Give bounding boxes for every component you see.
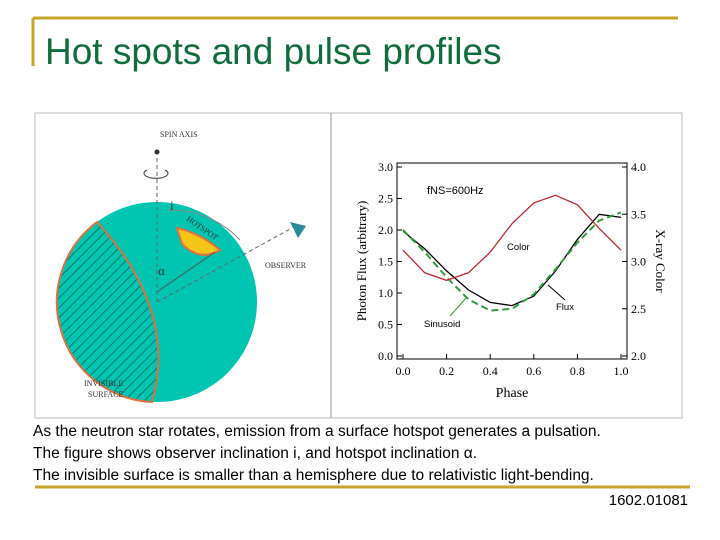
observer-line: [156, 227, 293, 303]
y2-axis-label: X-ray Color: [653, 229, 668, 293]
x-tick-label: 0.4: [483, 364, 498, 378]
invisible-region: [55, 220, 160, 404]
y2-tick-label: 3.5: [631, 207, 646, 221]
x-tick-label: 0.8: [570, 364, 585, 378]
reference: 1602.01081: [609, 492, 688, 509]
observer-eye: [290, 222, 306, 238]
y2-tick-label: 4.0: [631, 160, 646, 174]
alpha-label: α: [158, 263, 165, 278]
x-tick-label: 0.2: [439, 364, 454, 378]
y2-tick-label: 3.0: [631, 255, 646, 269]
spin-axis-label: SPIN AXIS: [160, 130, 198, 139]
y2-tick-label: 2.0: [631, 349, 646, 363]
y-tick-label: 2.5: [378, 192, 393, 206]
x-axis-label: Phase: [496, 386, 529, 401]
annotation-arrow: [547, 284, 566, 301]
annotation: Flux: [556, 302, 574, 313]
y-tick-label: 1.5: [378, 255, 393, 269]
inclination-label: i: [170, 198, 174, 213]
y2-tick-label: 2.5: [631, 302, 646, 316]
y-tick-label: 0.0: [378, 349, 393, 363]
series-line: [402, 211, 622, 312]
axis-dot: [154, 149, 160, 155]
series-line: [402, 213, 622, 307]
rotation-arrow: [143, 169, 169, 179]
series-line: [402, 194, 622, 282]
caption-line: As the neutron star rotates, emission fr…: [33, 423, 601, 440]
y-tick-label: 3.0: [378, 160, 393, 174]
x-tick-label: 1.0: [614, 364, 629, 378]
hotspot: [175, 226, 222, 256]
annotation: Color: [507, 242, 530, 253]
y-tick-label: 2.0: [378, 223, 393, 237]
annotation: fNS=600Hz: [427, 185, 484, 197]
invisible-label: SURFACE: [88, 390, 124, 399]
chart: 0.0 0.2 0.4 0.6 0.8 1.0 0.0 0.5 1.0 1.5 2.0 2.5 3.0 2…: [354, 160, 668, 401]
caption-line: The invisible surface is smaller than a …: [33, 467, 594, 484]
inclination-arc: [167, 209, 241, 241]
annotation-arrow: [449, 297, 467, 317]
diagram: SPIN AXIS i HOTSPOT α OBSERVER INVISIBLE…: [55, 130, 307, 404]
observer-label: OBSERVER: [265, 261, 307, 270]
caption-line: The figure shows observer inclination i,…: [33, 445, 477, 462]
y-tick-label: 0.5: [378, 318, 393, 332]
x-tick-label: 0.6: [526, 364, 541, 378]
invisible-label: INVISIBLE: [84, 379, 123, 388]
annotation: Sinusoid: [424, 319, 460, 330]
slide-title: Hot spots and pulse profiles: [45, 31, 502, 72]
y-axis-label: Photon Flux (arbitrary): [354, 201, 369, 322]
x-tick-label: 0.0: [396, 364, 411, 378]
hotspot-line: [156, 251, 216, 293]
y-tick-label: 1.0: [378, 286, 393, 300]
